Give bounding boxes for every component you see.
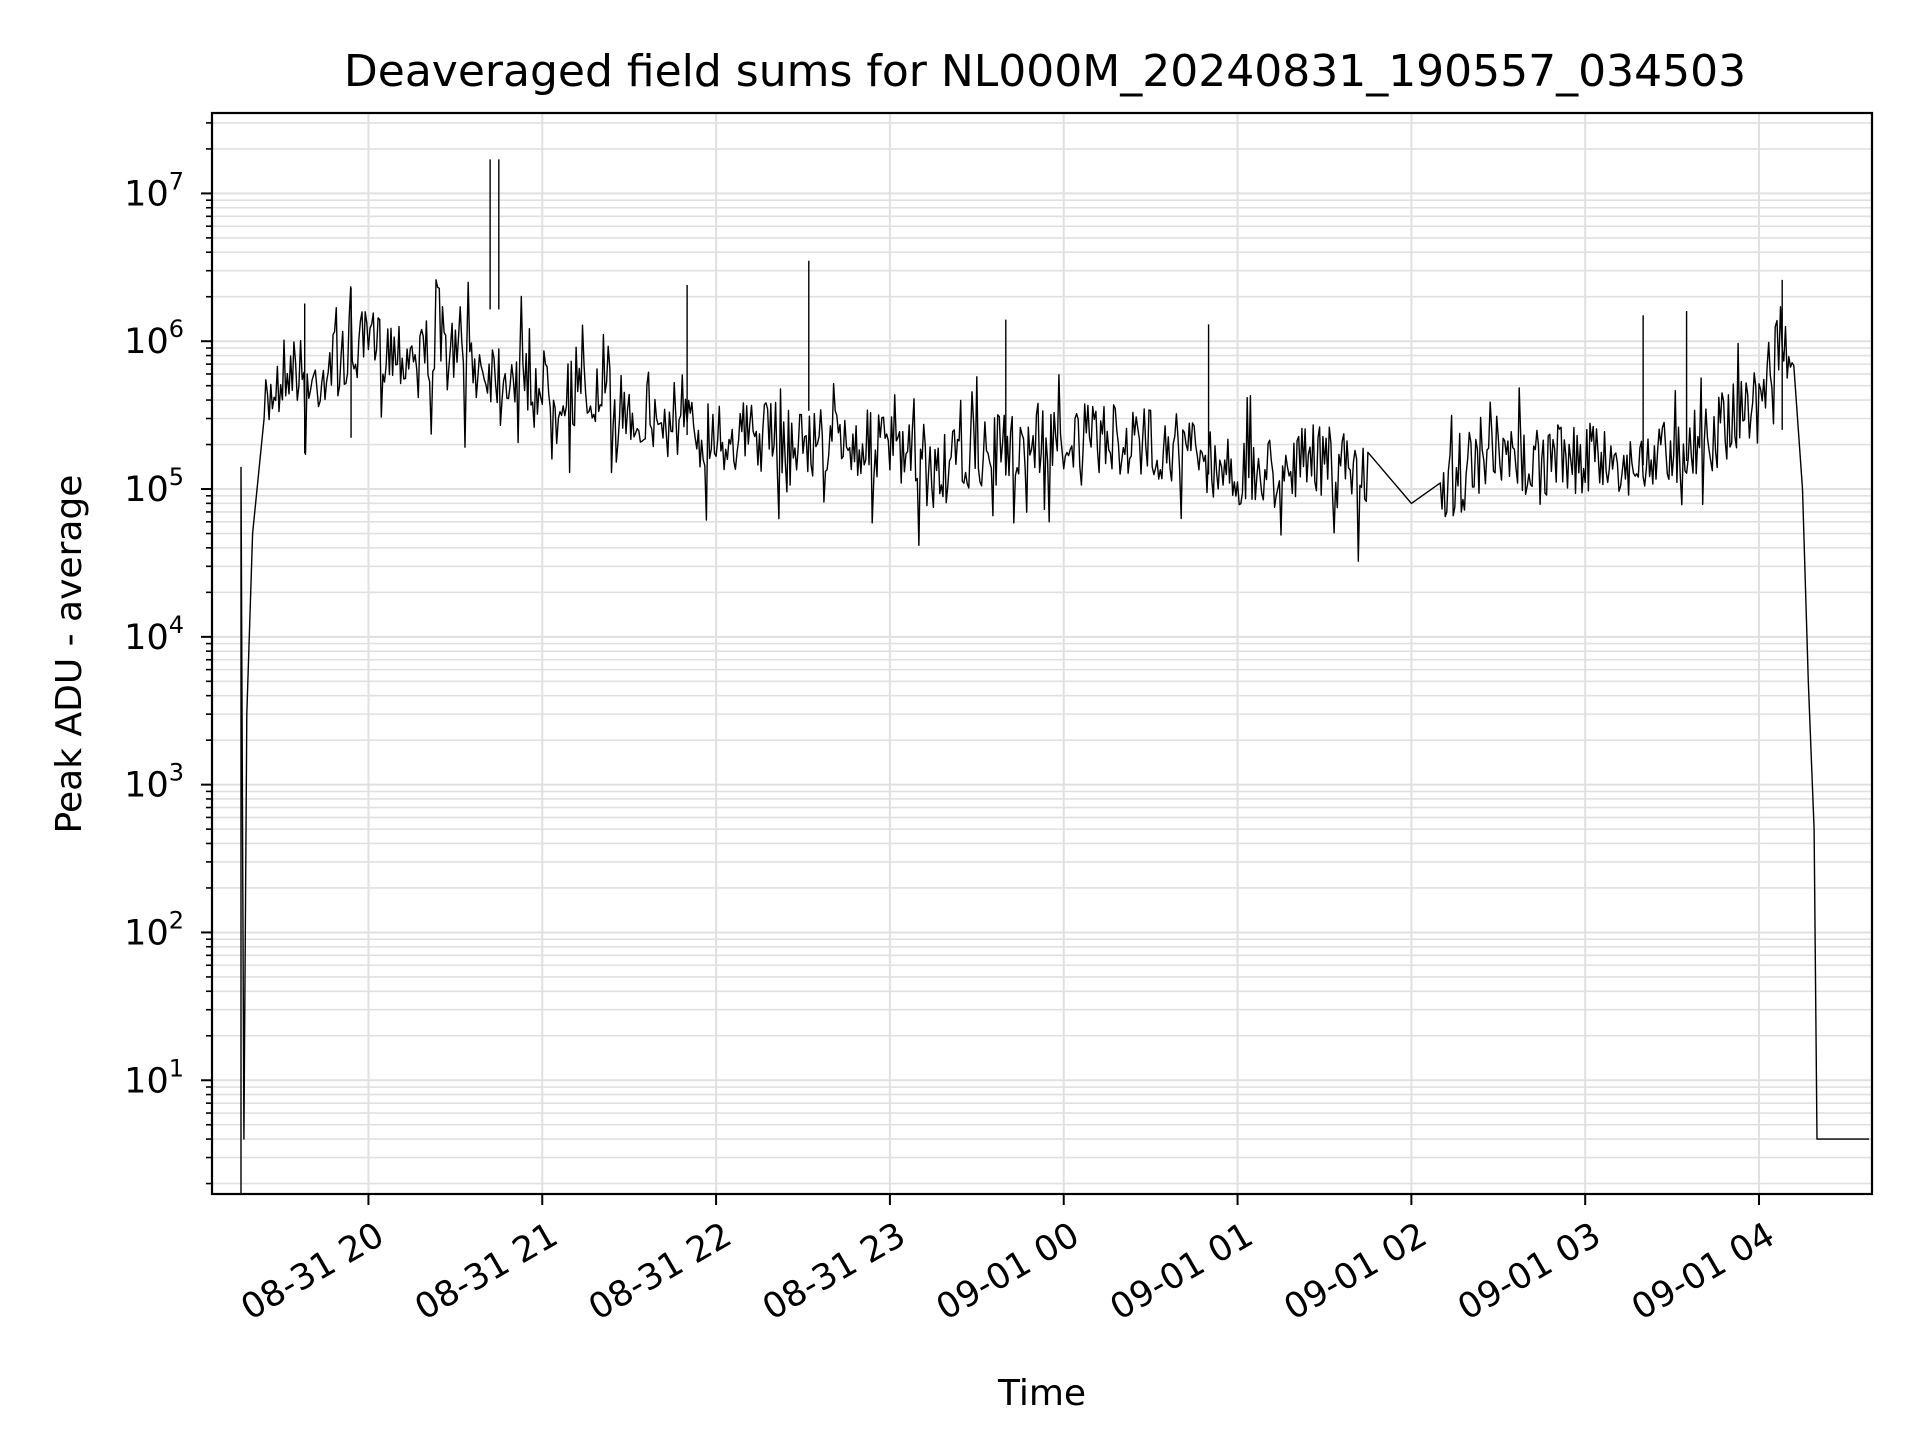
x-tick-label: 09-01 02 [1278,1215,1434,1328]
y-tick-label: 107 [124,167,184,214]
plot-frame [210,111,1874,1196]
x-axis: 08-31 20 08-31 21 08-31 22 08-31 23 09-01 00… [235,1194,1782,1328]
x-axis-label: Time [997,1373,1086,1414]
y-tick-label: 104 [124,611,184,658]
y-tick-label: 101 [124,1054,184,1101]
x-tick-label: 08-31 22 [582,1215,738,1328]
chart-title: Deaveraged field sums for NL000M_2024083… [344,46,1746,97]
series-path [240,279,1870,1194]
y-tick-label: 103 [124,759,184,806]
y-tick-label: 105 [124,463,184,510]
x-tick-label: 09-01 04 [1625,1215,1781,1328]
x-tick-label: 09-01 01 [1104,1215,1260,1328]
x-tick-label: 09-01 03 [1451,1215,1607,1328]
y-tick-label: 106 [124,315,184,362]
x-tick-label: 08-31 21 [408,1215,564,1328]
x-tick-label: 08-31 20 [235,1215,391,1328]
series-line [240,159,1870,1194]
y-axis: 101 102 103 104 105 106 107 [124,122,212,1185]
grid [212,113,1872,1194]
x-tick-label: 09-01 00 [930,1215,1086,1328]
y-axis-label: Peak ADU - average [49,475,90,834]
y-tick-label: 102 [124,906,184,953]
x-tick-label: 08-31 23 [756,1215,912,1328]
